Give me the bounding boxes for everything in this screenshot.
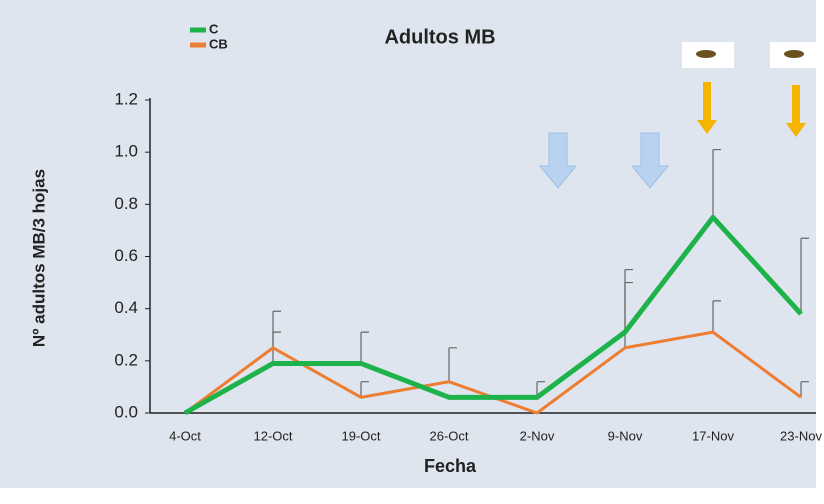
x-tick-label: 4-Oct (169, 428, 201, 443)
y-tick-label: 0.2 (114, 350, 138, 369)
y-tick-label: 0.0 (114, 402, 138, 421)
error-bar (712, 148, 721, 218)
error-bar (360, 331, 369, 364)
error-bar (448, 347, 457, 382)
chart-title: Adultos MB (384, 26, 495, 48)
x-tick-label: 2-Nov (520, 428, 555, 443)
y-tick-label: 0.6 (114, 246, 138, 265)
insect-icon (696, 50, 716, 58)
error-bar (712, 300, 721, 333)
arrows (538, 42, 822, 189)
chart-background (0, 0, 816, 488)
y-tick-label: 0.8 (114, 194, 138, 213)
x-tick-label: 26-Oct (429, 428, 468, 443)
blue-arrow (630, 132, 670, 189)
y-tick-label: 1.0 (114, 142, 138, 161)
orange-arrow (786, 85, 806, 137)
error-bar (800, 381, 809, 398)
error-bar (272, 331, 281, 348)
blue-arrow (538, 132, 578, 189)
insect-icon (784, 50, 804, 58)
x-tick-label: 23-Nov (780, 428, 822, 443)
y-tick-label: 1.2 (114, 89, 138, 108)
x-tick-label: 17-Nov (692, 428, 734, 443)
error-bar (624, 281, 633, 348)
legend-label: C (209, 21, 219, 36)
series-line (183, 214, 803, 416)
x-tick-label: 12-Oct (253, 428, 292, 443)
orange-arrow (697, 82, 717, 134)
x-tick-label: 19-Oct (341, 428, 380, 443)
error-bar (360, 381, 369, 398)
legend-label: CB (209, 36, 228, 51)
x-axis-title: Fecha (424, 456, 477, 476)
y-axis-title: Nº adultos MB/3 hojas (29, 169, 48, 347)
x-tick-label: 9-Nov (608, 428, 643, 443)
y-tick-label: 0.4 (114, 298, 138, 317)
error-bar (800, 237, 809, 314)
